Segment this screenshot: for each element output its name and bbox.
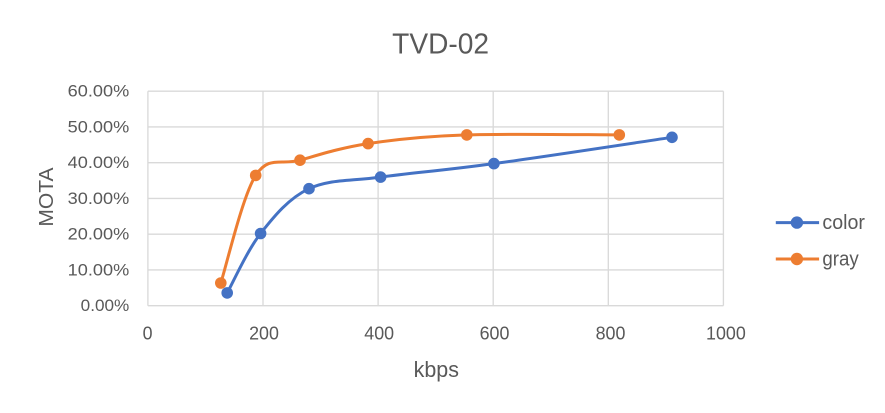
svg-text:0: 0 (143, 324, 153, 344)
svg-text:800: 800 (596, 324, 626, 344)
svg-text:MOTA: MOTA (35, 167, 58, 226)
svg-text:0.00%: 0.00% (81, 296, 130, 315)
svg-text:color: color (822, 212, 865, 234)
svg-text:10.00%: 10.00% (68, 260, 130, 279)
svg-text:200: 200 (249, 324, 279, 344)
svg-text:1000: 1000 (706, 324, 746, 344)
svg-text:50.00%: 50.00% (68, 117, 130, 136)
svg-text:30.00%: 30.00% (68, 189, 130, 208)
svg-text:20.00%: 20.00% (68, 225, 130, 244)
svg-text:60.00%: 60.00% (68, 82, 130, 101)
svg-text:TVD-02: TVD-02 (392, 28, 489, 60)
svg-text:40.00%: 40.00% (68, 153, 130, 172)
svg-text:kbps: kbps (414, 357, 459, 382)
svg-text:400: 400 (364, 324, 394, 344)
svg-text:600: 600 (480, 324, 510, 344)
svg-text:gray: gray (822, 248, 858, 270)
